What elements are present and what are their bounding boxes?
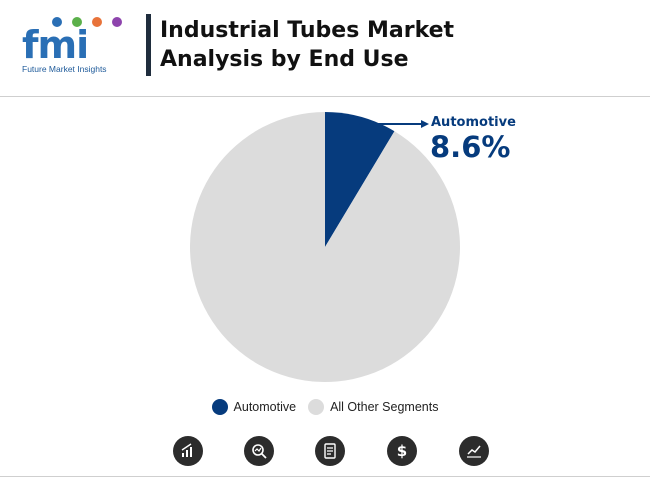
magnifier-chart-icon bbox=[244, 436, 274, 466]
legend-swatch-automotive bbox=[211, 399, 228, 415]
title-line-1: Industrial Tubes Market bbox=[160, 18, 455, 43]
header: fmi Future Market Insights Industrial Tu… bbox=[0, 0, 650, 96]
legend-label-automotive: Automotive bbox=[233, 400, 297, 414]
dollar-icon: $ bbox=[387, 436, 417, 466]
legend-item-other: All Other Segments bbox=[308, 399, 438, 415]
logo-letters: fmi bbox=[22, 23, 89, 67]
legend-item-automotive: Automotive bbox=[211, 399, 297, 415]
pie-slice-all-other-segments bbox=[189, 112, 460, 382]
title-line-2: Analysis by End Use bbox=[160, 47, 409, 72]
annotation-value: 8.6% bbox=[430, 130, 510, 164]
logo-dots-icon bbox=[52, 17, 122, 27]
title-accent-bar bbox=[146, 14, 151, 76]
header-divider bbox=[0, 96, 650, 97]
logo-tagline: Future Market Insights bbox=[22, 64, 107, 74]
pie-slice-automotive bbox=[325, 112, 395, 247]
svg-text:$: $ bbox=[397, 442, 407, 460]
legend-label-other: All Other Segments bbox=[330, 400, 439, 414]
legend-swatch-other bbox=[308, 399, 325, 415]
bar-chart-icon bbox=[173, 436, 203, 466]
footer-divider bbox=[0, 476, 650, 477]
report-icon bbox=[315, 436, 345, 466]
page-title: Industrial Tubes Market Analysis by End … bbox=[160, 16, 640, 74]
line-chart-icon bbox=[459, 436, 489, 466]
annotation-label: Automotive bbox=[431, 115, 516, 130]
annotation-arrow-icon bbox=[421, 120, 429, 128]
footer-icon-row: $ bbox=[0, 436, 650, 470]
legend: Automotive All Other Segments bbox=[0, 396, 650, 418]
fmi-logo: fmi Future Market Insights bbox=[22, 12, 134, 78]
